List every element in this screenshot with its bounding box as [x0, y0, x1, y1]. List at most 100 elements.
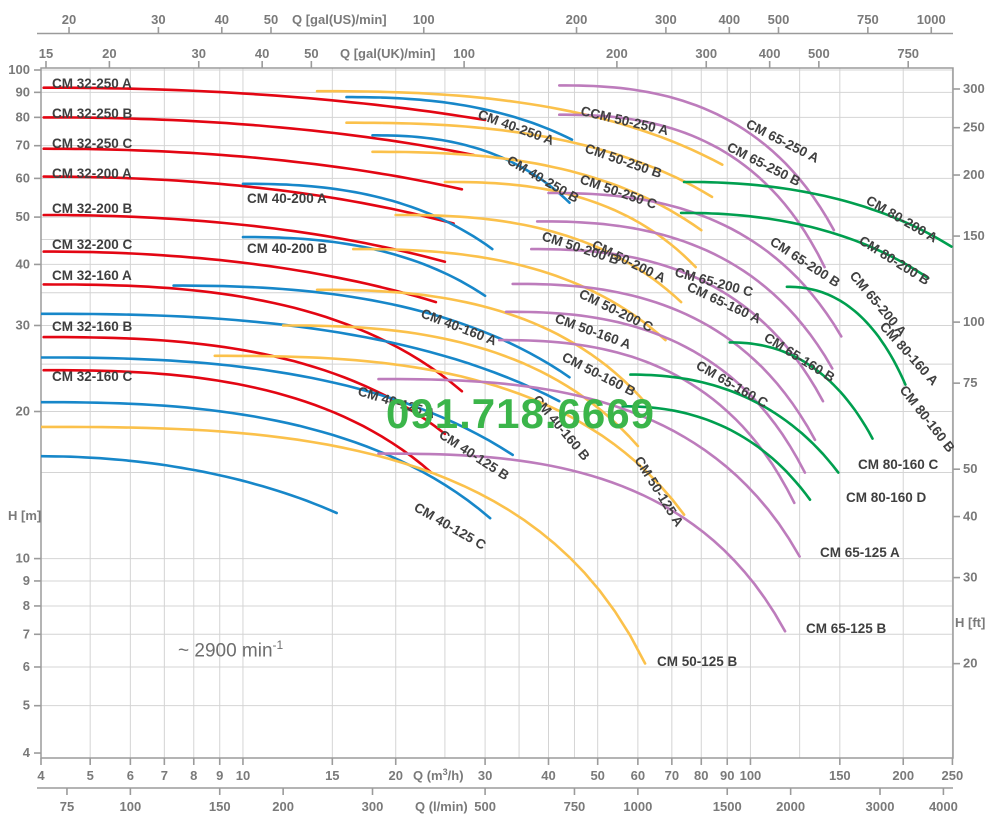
curve-label-cm-32-250-b: CM 32-250 B: [52, 106, 133, 121]
tick-label-gal-uk: 200: [606, 46, 628, 61]
curve-cm-40-250-b: [371, 134, 571, 204]
tick-label-m3h: 50: [590, 768, 604, 783]
curve-label-cm-32-160-c: CM 32-160 C: [52, 369, 133, 384]
tick-label-m3h: 8: [190, 768, 197, 783]
curve-label-cm-80-160-d: CM 80-160 D: [846, 490, 927, 505]
tick-label-h-m: 4: [23, 745, 31, 760]
tick-label-m3h: 10: [236, 768, 250, 783]
tick-label-h-ft: 300: [963, 81, 985, 96]
tick-label-h-m: 20: [16, 404, 30, 419]
curve-cm-40-125-a: [41, 356, 514, 457]
curve-label-cm-40-200-a: CM 40-200 A: [247, 191, 327, 206]
tick-label-m3h: 200: [892, 768, 914, 783]
axis-top-gal-uk: 15 20 30 40 50 100 200 300 400 500 750 Q [gal(UK)/m…: [39, 46, 919, 68]
tick-label-m3h: 20: [388, 768, 402, 783]
tick-label-h-m: 8: [23, 598, 30, 613]
tick-label-h-m: 5: [23, 698, 30, 713]
axis-title-lmin: Q (l/min): [415, 799, 468, 814]
tick-label-lmin: 1500: [713, 799, 742, 814]
plot-border: [40, 67, 954, 759]
tick-label-m3h: 15: [325, 768, 339, 783]
tick-label-h-m: 70: [16, 138, 30, 153]
curve-cm-80-160-b: [728, 341, 874, 440]
axis-title-gal-uk: Q [gal(UK)/min]: [340, 46, 435, 61]
axis-bottom-lmin: 75 100 150 200 300 500 750 1000 1500 2000 3000 4000…: [37, 787, 958, 814]
tick-label-gal-uk: 40: [255, 46, 269, 61]
curve-cm-65-125-a: [377, 377, 801, 558]
curve-cm-80-160-a: [785, 285, 907, 386]
curve-cm-50-160-a: [315, 288, 650, 408]
tick-label-h-m: 6: [23, 659, 30, 674]
curve-label-cm-32-160-a: CM 32-160 A: [52, 268, 132, 283]
curve-label-cm-50-125-a: CM 50-125 A: [631, 454, 686, 530]
curve-cm-65-125-b: [377, 452, 787, 633]
rpm-annotation-superscript: -1: [272, 638, 284, 652]
curve-label-cm-80-160-b: CM 80-160 B: [897, 383, 958, 456]
curve-cm-50-125-b: [41, 425, 647, 665]
curve-label-cm-32-200-a: CM 32-200 A: [52, 166, 132, 181]
tick-label-gal-uk: 15: [39, 46, 53, 61]
tick-label-h-ft: 100: [963, 314, 985, 329]
tick-label-gal-us: 400: [718, 12, 740, 27]
tick-label-m3h: 80: [694, 768, 708, 783]
curve-cm-65-250-a: [558, 84, 836, 232]
curve-cm-80-160-d: [621, 405, 812, 501]
curve-cm-65-250-b: [558, 113, 826, 269]
curve-label-cm-65-125-b: CM 65-125 B: [806, 621, 887, 636]
tick-label-lmin: 300: [362, 799, 384, 814]
tick-label-h-m: 40: [16, 256, 30, 271]
curve-label-cm-32-160-b: CM 32-160 B: [52, 319, 133, 334]
tick-label-m3h: 9: [216, 768, 223, 783]
curve-ccm-50-250-a: [315, 89, 724, 166]
tick-label-lmin: 750: [564, 799, 586, 814]
tick-label-lmin: 100: [120, 799, 142, 814]
tick-label-gal-us: 40: [215, 12, 229, 27]
curve-cm-32-250-a: [42, 86, 487, 122]
tick-label-m3h: 60: [631, 768, 645, 783]
curve-label-cm-50-125-b: CM 50-125 B: [657, 654, 738, 669]
tick-label-m3h: 4: [37, 768, 45, 783]
curve-label-cm-32-250-a: CM 32-250 A: [52, 76, 132, 91]
curve-label-cm-80-200-a: CM 80-200 A: [864, 193, 941, 246]
curve-cm-80-160-c: [629, 373, 840, 474]
tick-label-lmin: 500: [474, 799, 496, 814]
curve-cm-40-160-a: [172, 284, 571, 379]
curve-cm-32-200-a: [42, 175, 455, 225]
tick-label-gal-uk: 30: [192, 46, 206, 61]
tick-label-gal-us: 100: [413, 12, 435, 27]
curve-label-cm-32-250-c: CM 32-250 C: [52, 136, 133, 151]
tick-label-h-m: 60: [16, 170, 30, 185]
tick-label-h-m: 50: [16, 209, 30, 224]
tick-label-h-ft: 150: [963, 228, 985, 243]
tick-label-m3h: 30: [478, 768, 492, 783]
tick-label-h-ft: 200: [963, 167, 985, 182]
curve-cm-32-250-c: [42, 147, 464, 191]
tick-label-gal-uk: 500: [808, 46, 830, 61]
tick-label-h-m: 80: [16, 109, 30, 124]
axis-right-ft: 300 250 200 150 100 75 50 40 30 20 H [ft]: [953, 81, 985, 671]
curve-label-cm-32-200-b: CM 32-200 B: [52, 201, 133, 216]
axis-left-m: 100 90 80 70 60 50 40 30 20 10 9 8 7 6 5 4 H [m]: [8, 62, 41, 760]
tick-label-m3h: 90: [720, 768, 734, 783]
axis-top-gal-us: 20 30 40 50 100 200 300 400 500 750 1000 Q [gal(US)…: [37, 12, 953, 35]
axis-bottom-m3h: 4 5 6 7 8 9 10 15 20 30 40 50 60 70 80 90 100 150 200 250 Q …: [37, 758, 963, 783]
curve-cm-80-200-b: [679, 211, 930, 280]
curve-cm-40-200-a: [241, 182, 494, 251]
curve-label-cm-40-250-b: CM 40-250 B: [505, 153, 582, 206]
tick-label-h-ft: 75: [963, 375, 977, 390]
tick-label-m3h: 40: [541, 768, 555, 783]
curve-cm-32-200-b: [42, 213, 447, 264]
curve-cm-50-200-c: [352, 247, 667, 342]
tick-label-lmin: 4000: [929, 799, 958, 814]
axis-title-h-ft: H [ft]: [955, 615, 985, 630]
tick-label-gal-us: 30: [151, 12, 165, 27]
rpm-annotation: ~ 2900 min-1: [178, 638, 283, 662]
tick-label-gal-uk: 20: [102, 46, 116, 61]
tick-label-gal-uk: 400: [759, 46, 781, 61]
curve-cm-65-200-b: [535, 220, 834, 370]
curve-cm-50-125-a: [213, 354, 686, 516]
tick-label-gal-uk: 100: [453, 46, 475, 61]
curve-cm-65-160-b: [504, 310, 807, 474]
tick-label-h-ft: 20: [963, 656, 977, 671]
